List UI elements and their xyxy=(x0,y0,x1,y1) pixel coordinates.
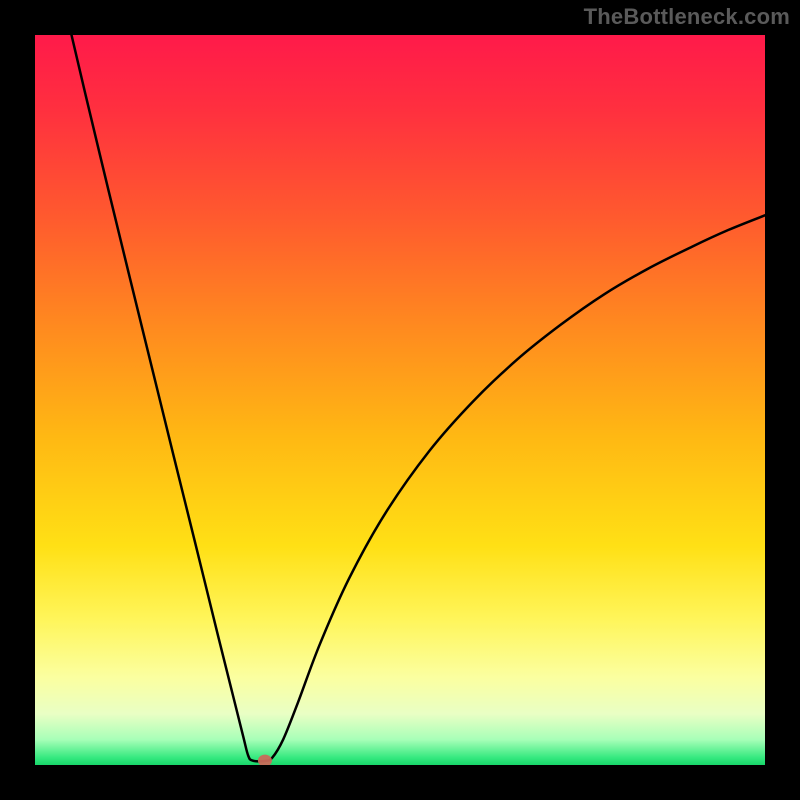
chart-container: TheBottleneck.com xyxy=(0,0,800,800)
watermark-text: TheBottleneck.com xyxy=(584,4,790,30)
plot-area xyxy=(35,35,765,765)
optimal-point-marker xyxy=(258,755,272,765)
bottleneck-curve xyxy=(35,35,765,765)
